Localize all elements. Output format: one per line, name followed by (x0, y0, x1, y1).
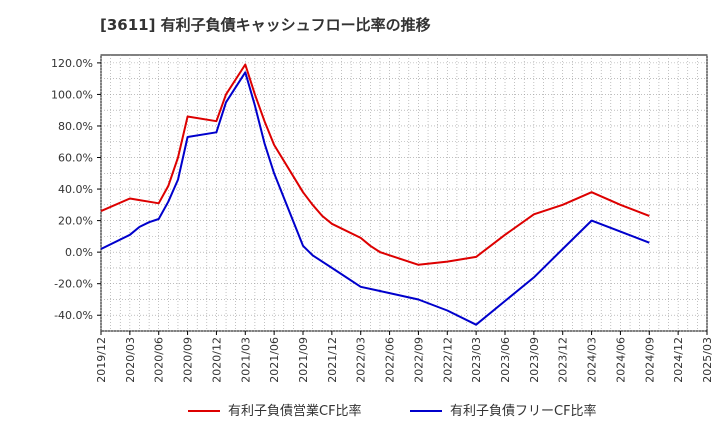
series-line-1 (100, 63, 650, 266)
x-tick-label: 2020/03 (124, 337, 137, 383)
legend-label-2: 有利子負債フリーCF比率 (450, 403, 597, 419)
x-tick-label: 2025/03 (701, 337, 714, 383)
plot-area (100, 54, 708, 332)
x-tick-label: 2022/12 (441, 337, 454, 383)
y-tick-label: 80.0% (58, 120, 93, 133)
legend-label-1: 有利子負債営業CF比率 (228, 403, 362, 419)
x-tick-label: 2021/09 (297, 337, 310, 383)
x-tick-label: 2022/06 (384, 337, 397, 383)
x-tick-label: 2022/03 (355, 337, 368, 383)
y-tick-label: 60.0% (58, 152, 93, 165)
x-tick-label: 2023/12 (557, 337, 570, 383)
x-tick-label: 2023/03 (470, 337, 483, 383)
x-tick-label: 2021/06 (268, 337, 281, 383)
x-tick-label: 2020/09 (182, 337, 195, 383)
x-tick-label: 2021/12 (326, 337, 339, 383)
x-tick-label: 2024/09 (643, 337, 656, 383)
y-tick-label: 40.0% (58, 183, 93, 196)
x-tick-label: 2024/06 (614, 337, 627, 383)
x-tick-label: 2024/12 (672, 337, 685, 383)
x-tick-label: 2020/12 (210, 337, 223, 383)
y-tick-label: 120.0% (51, 57, 93, 70)
x-tick-label: 2020/06 (153, 337, 166, 383)
x-tick-label: 2023/06 (499, 337, 512, 383)
y-tick-label: -20.0% (54, 278, 93, 291)
x-tick-label: 2021/03 (239, 337, 252, 383)
x-tick-label: 2022/09 (412, 337, 425, 383)
y-tick-label: 0.0% (65, 246, 93, 259)
y-tick-label: 100.0% (51, 88, 93, 101)
y-tick-label: 20.0% (58, 215, 93, 228)
x-tick-label: 2024/03 (586, 337, 599, 383)
chart-title: [3611] 有利子負債キャッシュフロー比率の推移 (100, 16, 431, 34)
x-tick-label: 2023/09 (528, 337, 541, 383)
series-line-2 (100, 71, 650, 326)
y-tick-label: -40.0% (54, 309, 93, 322)
x-tick-label: 2019/12 (95, 337, 108, 383)
